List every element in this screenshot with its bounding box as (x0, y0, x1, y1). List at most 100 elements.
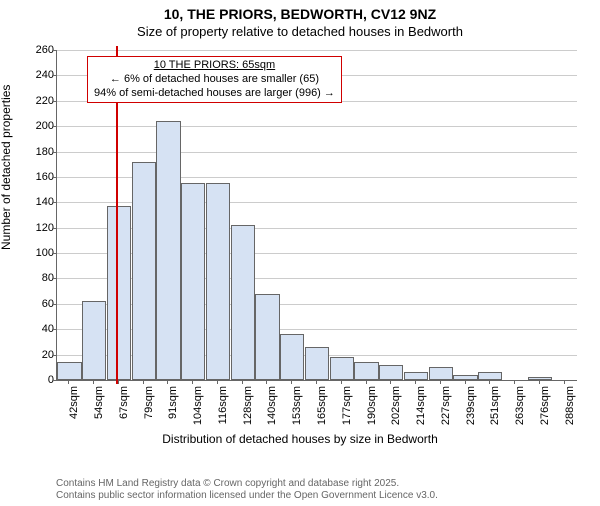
y-tick-mark (52, 101, 56, 102)
x-tick-mark (192, 380, 193, 384)
y-tick-mark (52, 278, 56, 279)
x-axis-label: Distribution of detached houses by size … (0, 432, 600, 446)
x-tick-label: 276sqm (539, 386, 551, 436)
y-tick-label: 220 (26, 95, 54, 107)
y-tick-mark (52, 50, 56, 51)
x-tick-label: 177sqm (341, 386, 353, 436)
x-tick-mark (440, 380, 441, 384)
x-tick-label: 227sqm (440, 386, 452, 436)
histogram-bar (57, 362, 81, 380)
histogram-bar (280, 334, 304, 380)
histogram-bar (82, 301, 106, 380)
x-tick-mark (489, 380, 490, 384)
y-tick-label: 240 (26, 69, 54, 81)
x-tick-label: 116sqm (217, 386, 229, 436)
y-tick-mark (52, 228, 56, 229)
footer-attribution: Contains HM Land Registry data © Crown c… (56, 478, 438, 502)
y-tick-label: 20 (26, 349, 54, 361)
gridline (57, 50, 577, 51)
x-tick-label: 214sqm (415, 386, 427, 436)
y-tick-label: 260 (26, 44, 54, 56)
x-tick-label: 239sqm (465, 386, 477, 436)
y-tick-mark (52, 152, 56, 153)
x-tick-mark (266, 380, 267, 384)
x-tick-mark (465, 380, 466, 384)
histogram-bar (330, 357, 354, 380)
y-tick-mark (52, 304, 56, 305)
x-tick-mark (539, 380, 540, 384)
x-tick-label: 67sqm (118, 386, 130, 436)
x-tick-label: 91sqm (167, 386, 179, 436)
histogram-bar (206, 183, 230, 380)
page-subtitle: Size of property relative to detached ho… (0, 24, 600, 39)
y-tick-label: 60 (26, 298, 54, 310)
x-tick-mark (291, 380, 292, 384)
x-tick-mark (143, 380, 144, 384)
gridline (57, 152, 577, 153)
plot-area: 10 THE PRIORS: 65sqm← 6% of detached hou… (56, 50, 577, 381)
property-callout: 10 THE PRIORS: 65sqm← 6% of detached hou… (87, 56, 342, 103)
y-tick-label: 140 (26, 196, 54, 208)
x-tick-label: 251sqm (489, 386, 501, 436)
histogram-bar (379, 365, 403, 380)
x-tick-label: 202sqm (390, 386, 402, 436)
histogram-bar (107, 206, 131, 380)
y-axis-label: Number of detached properties (0, 85, 13, 250)
x-tick-mark (217, 380, 218, 384)
callout-line: ← 6% of detached houses are smaller (65) (94, 73, 335, 87)
y-tick-label: 160 (26, 171, 54, 183)
x-tick-mark (167, 380, 168, 384)
y-tick-mark (52, 75, 56, 76)
x-tick-label: 54sqm (93, 386, 105, 436)
x-tick-label: 190sqm (366, 386, 378, 436)
histogram-bar (528, 377, 552, 380)
callout-line: 94% of semi-detached houses are larger (… (94, 87, 335, 101)
histogram-bar (255, 294, 279, 380)
chart-container: Number of detached properties 10 THE PRI… (0, 50, 600, 450)
callout-line: 10 THE PRIORS: 65sqm (94, 59, 335, 73)
footer-line-2: Contains public sector information licen… (56, 490, 438, 502)
y-tick-label: 0 (26, 374, 54, 386)
x-tick-label: 42sqm (68, 386, 80, 436)
y-tick-label: 40 (26, 323, 54, 335)
histogram-bar (305, 347, 329, 380)
footer-line-1: Contains HM Land Registry data © Crown c… (56, 478, 438, 490)
x-tick-label: 128sqm (242, 386, 254, 436)
y-tick-mark (52, 355, 56, 356)
y-tick-mark (52, 202, 56, 203)
gridline (57, 126, 577, 127)
x-tick-mark (564, 380, 565, 384)
x-tick-label: 153sqm (291, 386, 303, 436)
y-tick-mark (52, 177, 56, 178)
page-title: 10, THE PRIORS, BEDWORTH, CV12 9NZ (0, 6, 600, 22)
histogram-bar (181, 183, 205, 380)
x-tick-mark (514, 380, 515, 384)
y-tick-mark (52, 329, 56, 330)
x-tick-label: 165sqm (316, 386, 328, 436)
x-tick-mark (68, 380, 69, 384)
x-tick-label: 104sqm (192, 386, 204, 436)
histogram-bar (156, 121, 180, 380)
y-tick-label: 180 (26, 146, 54, 158)
histogram-bar (354, 362, 378, 380)
y-tick-label: 200 (26, 120, 54, 132)
y-tick-label: 100 (26, 247, 54, 259)
histogram-bar (132, 162, 156, 380)
y-tick-label: 80 (26, 272, 54, 284)
x-tick-mark (242, 380, 243, 384)
x-tick-mark (366, 380, 367, 384)
y-tick-label: 120 (26, 222, 54, 234)
histogram-bar (429, 367, 453, 380)
x-tick-mark (390, 380, 391, 384)
x-tick-mark (316, 380, 317, 384)
histogram-bar (478, 372, 502, 380)
histogram-bar (231, 225, 255, 380)
x-tick-mark (341, 380, 342, 384)
x-tick-label: 288sqm (564, 386, 576, 436)
histogram-bar (404, 372, 428, 380)
x-tick-label: 79sqm (143, 386, 155, 436)
x-tick-mark (118, 380, 119, 384)
x-tick-mark (93, 380, 94, 384)
y-tick-mark (52, 253, 56, 254)
y-tick-mark (52, 126, 56, 127)
